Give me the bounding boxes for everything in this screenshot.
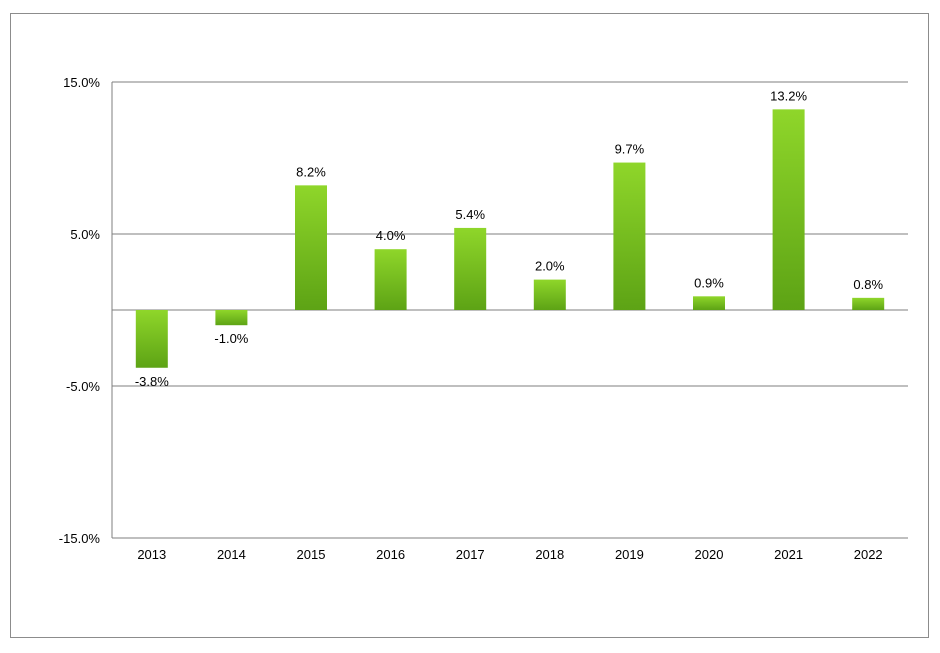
data-label: -3.8% — [135, 374, 169, 389]
x-tick-label: 2015 — [297, 547, 326, 562]
bar-2021 — [772, 109, 805, 310]
data-label: 4.0% — [376, 228, 406, 243]
y-tick-label: -15.0% — [59, 531, 101, 546]
bar-2019 — [613, 162, 646, 310]
bar-2020 — [693, 296, 725, 310]
data-label: 0.8% — [853, 277, 883, 292]
bar-2022 — [852, 297, 885, 310]
x-tick-label: 2021 — [774, 547, 803, 562]
y-tick-label: 5.0% — [70, 227, 100, 242]
y-axis-tick-labels: 15.0% 5.0% -5.0% -15.0% — [59, 75, 101, 546]
data-label: 2.0% — [535, 259, 565, 274]
data-label: 5.4% — [455, 207, 485, 222]
x-tick-label: 2013 — [137, 547, 166, 562]
y-tick-label: 15.0% — [63, 75, 100, 90]
x-tick-label: 2014 — [217, 547, 246, 562]
bar-2017 — [454, 227, 487, 310]
x-tick-label: 2019 — [615, 547, 644, 562]
x-tick-label: 2018 — [535, 547, 564, 562]
y-tick-label: -5.0% — [66, 379, 100, 394]
bar-2014 — [215, 310, 248, 326]
x-tick-label: 2016 — [376, 547, 405, 562]
data-label: -1.0% — [214, 331, 248, 346]
data-labels: -3.8% -1.0% 8.2% 4.0% 5.4% 2.0% 9.7% 0.9% 13.2% 0… — [135, 88, 884, 388]
x-tick-label: 2017 — [456, 547, 485, 562]
x-axis-tick-labels: 2013 2014 2015 2016 2017 2018 2019 2020 2021 2022 — [137, 547, 882, 562]
data-label: 9.7% — [615, 142, 645, 157]
bar-2018 — [533, 279, 566, 310]
bar-2013 — [135, 310, 168, 368]
data-label: 0.9% — [694, 275, 724, 290]
data-label: 13.2% — [770, 88, 807, 103]
x-tick-label: 2020 — [695, 547, 724, 562]
bars — [135, 109, 885, 368]
bar-2016 — [374, 249, 407, 310]
x-tick-label: 2022 — [854, 547, 883, 562]
data-label: 8.2% — [296, 164, 326, 179]
bar-2015 — [295, 185, 327, 310]
